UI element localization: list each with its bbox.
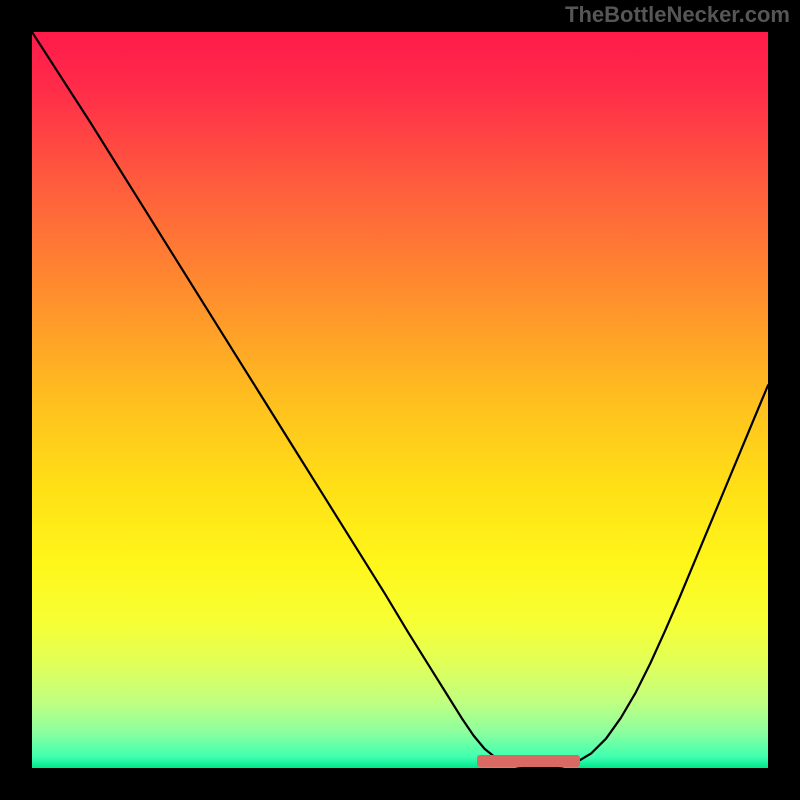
watermark-text: TheBottleNecker.com [565, 2, 790, 28]
bottleneck-curve [32, 32, 768, 768]
curve-svg [32, 32, 768, 768]
chart-container: TheBottleNecker.com [0, 0, 800, 800]
plot-area [32, 32, 768, 768]
optimal-range-marker [477, 755, 580, 767]
